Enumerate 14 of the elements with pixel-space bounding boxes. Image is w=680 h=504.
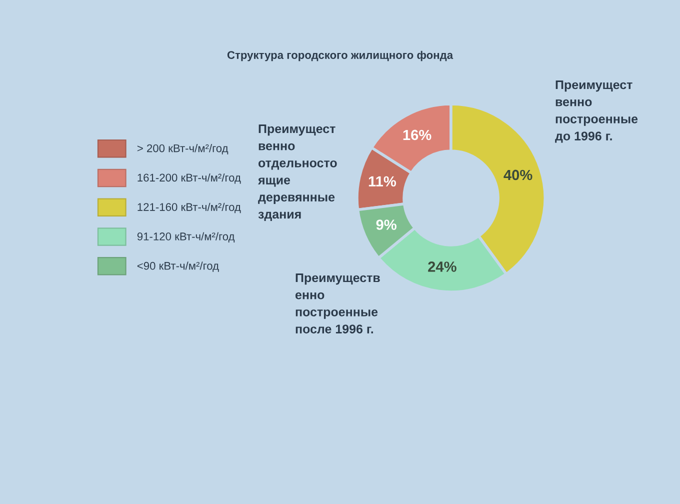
text: Преимущест венно отдельносто ящие деревянные здания (258, 124, 337, 221)
legend-label: 121-160 кВт-ч/м²/год (138, 202, 241, 214)
data-label: 11% (368, 176, 396, 187)
legend-label: 161-200 кВт-ч/м²/год (138, 173, 241, 184)
chart-title: Структура городского жилищного фонда (227, 50, 454, 62)
text: Преимущест венно построенные до 1996 г. (555, 80, 638, 143)
data-label: 16% (403, 130, 432, 140)
text: Преимуществ енно построенные после 1996 г. (295, 273, 380, 334)
legend-label: 91-120 кВт-ч/м²/год (137, 232, 235, 242)
data-label: 9% (376, 220, 396, 230)
data-label: 24% (428, 262, 456, 272)
legend-label: <90 кВт-ч/м²/год (137, 262, 219, 272)
legend-label: > 200 кВт-ч/м²/год (137, 144, 228, 154)
data-label: 40% (504, 170, 532, 180)
